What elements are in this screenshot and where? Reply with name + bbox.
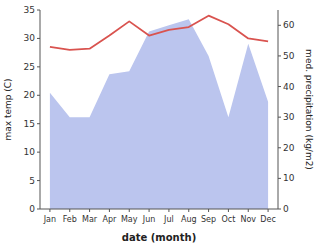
y-tick-label: 15 (24, 119, 35, 129)
x-tick-label: Feb (63, 215, 77, 224)
y2-tick-label: 10 (283, 173, 295, 183)
x-tick-label: Oct (221, 215, 235, 224)
y2-tick-label: 30 (283, 112, 295, 122)
y-tick-label: 0 (29, 204, 35, 214)
y-tick (37, 95, 40, 96)
x-axis-line (40, 209, 278, 210)
x-tick-label: Apr (102, 215, 117, 224)
x-tick (188, 209, 189, 212)
y-tick (37, 180, 40, 181)
y-tick (37, 152, 40, 153)
y2-tick (278, 209, 281, 210)
x-tick-label: Nov (240, 215, 256, 224)
y-axis-line (40, 10, 41, 209)
y-axis-label: max temp (C) (3, 78, 13, 140)
x-tick-label: Sep (201, 215, 216, 224)
axes: 0 5 10 15 20 25 30 35 0 10 20 30 40 50 60 Jan Feb Mar Apr M… (24, 5, 295, 224)
y-tick-label: 25 (24, 62, 35, 72)
x-tick (228, 209, 229, 212)
y2-tick-label: 60 (283, 20, 295, 30)
y2-tick (278, 25, 281, 26)
x-tick-label: Jun (142, 215, 156, 224)
y-tick (37, 123, 40, 124)
x-tick-label: Mar (82, 215, 98, 224)
y2-tick-label: 20 (283, 143, 295, 153)
x-tick (248, 209, 249, 212)
y2-axis-line (278, 10, 279, 209)
x-tick-label: Dec (260, 215, 275, 224)
y-tick-label: 20 (24, 90, 36, 100)
x-tick (49, 209, 50, 212)
y2-axis-label: med. precipitation (kg/m2) (304, 49, 314, 170)
x-tick (168, 209, 169, 212)
y-tick-label: 5 (29, 176, 35, 186)
y2-tick-label: 40 (283, 82, 295, 92)
x-tick-label: Jul (163, 215, 174, 224)
y2-tick (278, 86, 281, 87)
y-tick (37, 209, 40, 210)
y-tick-label: 35 (24, 5, 35, 15)
x-tick (69, 209, 70, 212)
x-tick (268, 209, 269, 212)
marks (50, 16, 268, 209)
chart-container: 0 5 10 15 20 25 30 35 0 10 20 30 40 50 60 Jan Feb Mar Apr M… (0, 0, 318, 247)
y2-tick (278, 55, 281, 56)
y2-tick (278, 178, 281, 179)
y-tick-label: 30 (24, 33, 36, 43)
temperature-line (50, 16, 268, 50)
y-tick (37, 38, 40, 39)
y2-tick (278, 117, 281, 118)
x-tick-label: Jan (43, 215, 56, 224)
y2-tick-label: 0 (283, 204, 289, 214)
x-axis-label: date (month) (122, 232, 196, 243)
x-tick (89, 209, 90, 212)
chart-svg: 0 5 10 15 20 25 30 35 0 10 20 30 40 50 60 Jan Feb Mar Apr M… (0, 0, 318, 247)
y2-tick-label: 50 (283, 51, 295, 61)
y-tick (37, 66, 40, 67)
x-tick-label: May (121, 215, 138, 224)
y-tick-label: 10 (24, 147, 36, 157)
x-tick (129, 209, 130, 212)
x-tick-label: Aug (181, 215, 197, 224)
x-tick (208, 209, 209, 212)
x-tick (149, 209, 150, 212)
precipitation-area (50, 19, 268, 209)
y2-tick (278, 147, 281, 148)
y-tick (37, 10, 40, 11)
x-tick (109, 209, 110, 212)
